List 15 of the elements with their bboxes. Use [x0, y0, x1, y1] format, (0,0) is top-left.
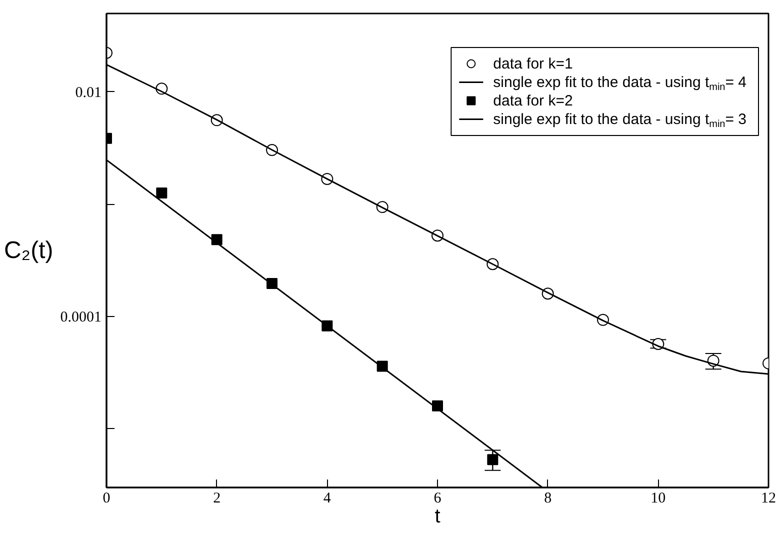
x-tick-label: 6	[434, 490, 442, 506]
y-tick-label: 0.0001	[60, 310, 102, 326]
point	[487, 454, 498, 466]
y-tick-label: 0.01	[75, 84, 102, 101]
y-axis-title: C₂(t)	[4, 237, 54, 264]
x-tick-label: 0	[102, 490, 110, 506]
x-axis-title: t	[434, 506, 441, 528]
x-tick-label: 2	[213, 490, 221, 506]
x-tick-label: 8	[544, 490, 552, 506]
point	[156, 187, 168, 198]
x-tick-label: 12	[761, 490, 776, 506]
x-tick-label: 10	[650, 490, 666, 506]
x-tick-label: 4	[323, 490, 332, 506]
legend-label: data for k=2	[493, 92, 573, 110]
legend-label: data for k=1	[493, 55, 573, 72]
